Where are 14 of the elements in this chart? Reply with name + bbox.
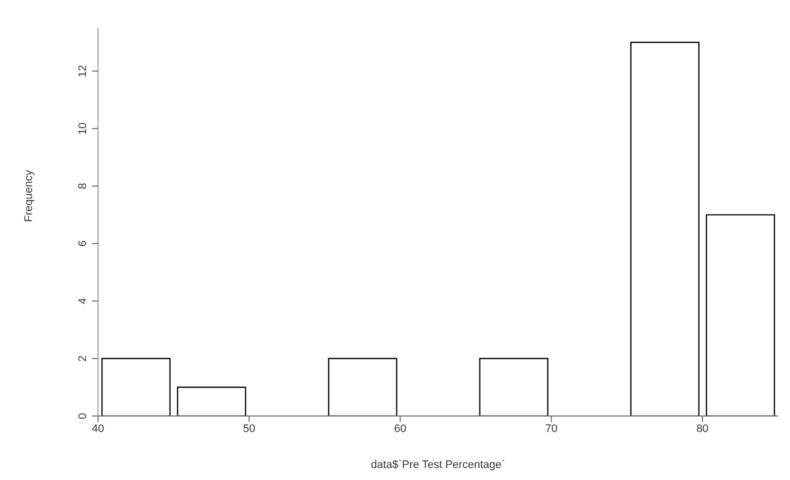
- y-tick-label: 4: [77, 298, 89, 304]
- x-tick-label: 80: [696, 422, 709, 435]
- x-tick-label: 50: [242, 422, 256, 435]
- x-axis-title: data$`Pre Test Percentage`: [370, 459, 506, 471]
- x-tick-label: 40: [92, 422, 104, 435]
- x-tick-label: 60: [394, 422, 406, 435]
- y-tick-label: 10: [77, 122, 89, 135]
- y-tick-label: 12: [77, 64, 89, 78]
- y-tick-label: 8: [77, 183, 89, 190]
- y-tick-label: 0: [77, 412, 89, 420]
- y-axis-title: Frequency: [22, 170, 35, 222]
- y-tick-label: 6: [77, 240, 89, 247]
- y-tick-label: 2: [77, 355, 89, 362]
- x-tick-label: 70: [545, 422, 558, 435]
